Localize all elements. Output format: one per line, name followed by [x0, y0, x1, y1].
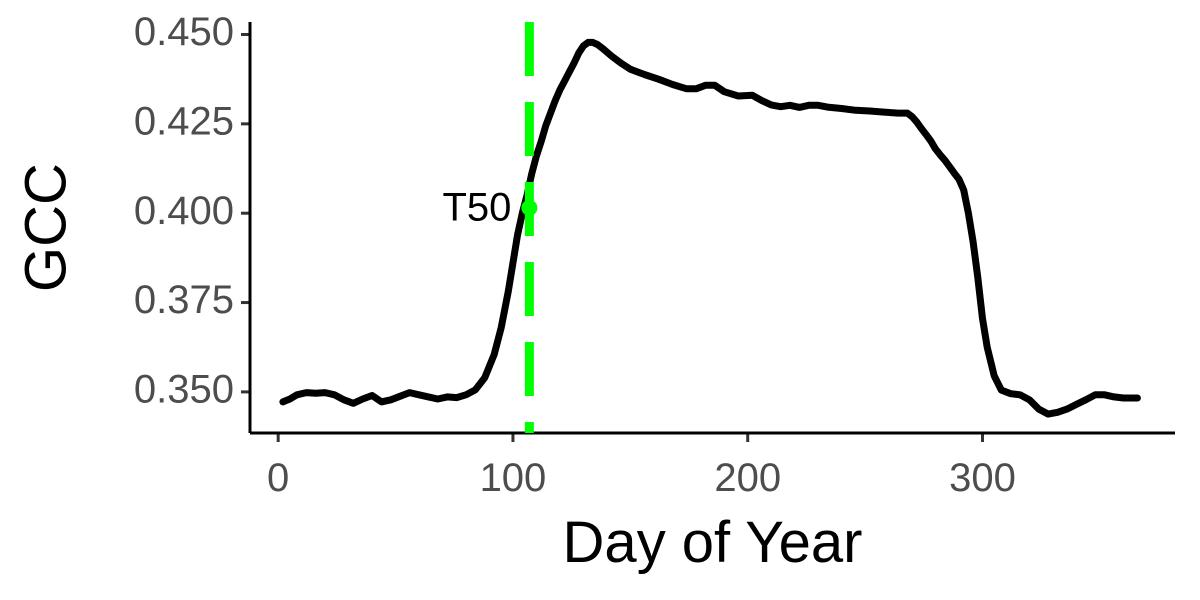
x-tick-label: 0	[267, 456, 289, 500]
y-tick-label: 0.400	[134, 189, 234, 233]
x-tick-label: 300	[949, 456, 1016, 500]
x-tick-label: 100	[480, 456, 547, 500]
y-tick-label: 0.450	[134, 10, 234, 54]
x-axis-ticks: 0 100 200 300	[267, 433, 1016, 500]
t50-label: T50	[442, 185, 511, 229]
y-tick-label: 0.425	[134, 99, 234, 143]
t50-point	[521, 199, 538, 216]
y-tick-label: 0.375	[134, 278, 234, 322]
x-axis-title: Day of Year	[563, 510, 863, 575]
y-axis-ticks: 0.350 0.375 0.400 0.425 0.450	[134, 10, 250, 411]
x-tick-label: 200	[714, 456, 781, 500]
y-tick-label: 0.350	[134, 367, 234, 411]
gcc-series-line	[279, 38, 1141, 418]
y-axis-title: GCC	[13, 163, 78, 292]
